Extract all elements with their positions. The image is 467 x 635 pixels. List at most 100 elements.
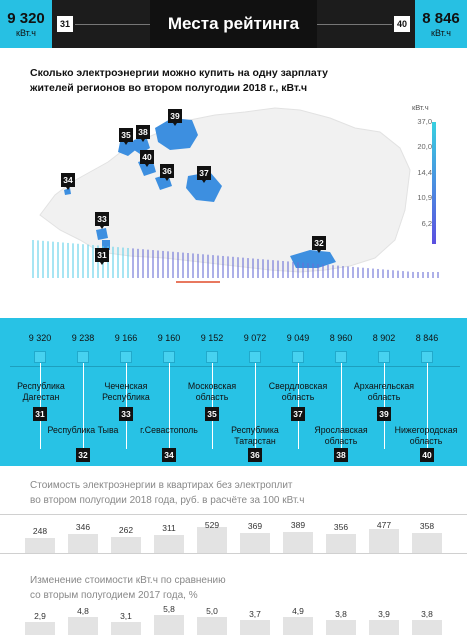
region-tick xyxy=(297,262,299,278)
rating-leader-line xyxy=(384,363,385,449)
map-pin: 40 xyxy=(140,150,154,167)
rating-band xyxy=(0,318,467,466)
change-bar xyxy=(240,620,270,635)
region-tick xyxy=(382,269,384,278)
cost-bar xyxy=(326,534,356,553)
right-unit: кВт.ч xyxy=(431,28,451,38)
left-rank: 31 xyxy=(57,16,73,32)
region-tick xyxy=(237,257,239,278)
region-tick xyxy=(352,266,354,278)
rating-marker xyxy=(34,351,46,363)
region-tick xyxy=(282,261,284,278)
region-tick xyxy=(117,247,119,278)
cost-value-label: 311 xyxy=(162,523,176,533)
right-value: 8 846 xyxy=(422,10,460,27)
cost-value-label: 346 xyxy=(75,522,91,532)
rating-band-axis xyxy=(10,366,460,367)
rating-header: 9 320 кВт.ч 31 Места рейтинга 40 8 846 к… xyxy=(0,0,467,48)
change-bar xyxy=(369,620,399,635)
change-value-label: 2,9 xyxy=(34,611,46,621)
region-tick xyxy=(252,258,254,278)
region-tick xyxy=(137,248,139,278)
map-pin: 35 xyxy=(119,128,133,145)
region-name: Республика Татарстан xyxy=(231,425,279,446)
region-tick xyxy=(227,256,229,278)
region-name: Республика Дагестан xyxy=(17,381,65,402)
rating-leader-line xyxy=(341,363,342,449)
page-title: Места рейтинга xyxy=(150,0,317,48)
region-tick xyxy=(292,261,294,278)
region-tick xyxy=(437,272,439,278)
cost-value-label: 262 xyxy=(118,525,134,535)
rating-value-label: 9 320 xyxy=(28,333,52,343)
cost-strip-top xyxy=(0,514,467,515)
map-pin: 33 xyxy=(95,212,109,229)
region-tick xyxy=(222,255,224,278)
rating-value-label: 9 166 xyxy=(114,333,138,343)
region-tick xyxy=(212,255,214,278)
region-tick xyxy=(347,266,349,278)
region-tick xyxy=(197,253,199,278)
change-value-label: 3,9 xyxy=(378,609,390,619)
rating-marker xyxy=(421,351,433,363)
legend-unit: кВт.ч xyxy=(412,103,429,112)
region-tick xyxy=(202,254,204,278)
region-tick xyxy=(72,243,74,278)
rank-box: 33 xyxy=(119,407,133,421)
change-value-label: 3,8 xyxy=(421,609,433,619)
region-tick xyxy=(262,259,264,278)
region-tick xyxy=(337,265,339,278)
cost-bar xyxy=(111,537,141,553)
cost-value-label: 248 xyxy=(32,526,48,536)
region-tick xyxy=(412,271,414,278)
map-pin: 37 xyxy=(197,166,211,183)
region-tick xyxy=(322,264,324,278)
region-name: Республика Тыва xyxy=(47,425,119,435)
region-tick xyxy=(417,272,419,278)
rating-leader-line xyxy=(169,363,170,449)
russia-map xyxy=(32,107,439,283)
region-tick xyxy=(397,270,399,278)
region-38-shape xyxy=(134,136,150,154)
rank-box: 35 xyxy=(205,407,219,421)
cost-bar-row: 248 346 262 311 529 369 389 356 477 358 xyxy=(0,520,467,553)
region-tick xyxy=(62,242,64,278)
region-tick xyxy=(257,258,259,278)
map-title-line1: Сколько электроэнергии можно купить на о… xyxy=(30,67,329,79)
change-section-title: Изменение стоимости кВт.ч по сравнению с… xyxy=(30,573,430,603)
region-name: г.Севастополь xyxy=(140,425,198,435)
region-tick xyxy=(342,266,344,278)
change-bar xyxy=(154,615,184,635)
change-bar xyxy=(326,620,356,635)
rating-value-label: 9 049 xyxy=(286,333,310,343)
legend-tick: 37,0 xyxy=(417,117,432,126)
rating-leader-line xyxy=(40,363,41,449)
rating-marker xyxy=(163,351,175,363)
header-divider-right xyxy=(317,24,392,25)
left-value: 9 320 xyxy=(7,10,45,27)
region-tick xyxy=(362,267,364,278)
rating-leader-line xyxy=(126,363,127,449)
cost-bar xyxy=(240,533,270,553)
left-unit: кВт.ч xyxy=(16,28,36,38)
change-value-label: 5,8 xyxy=(163,604,175,614)
map-pin: 36 xyxy=(160,164,174,181)
region-tick xyxy=(367,268,369,278)
change-value-label: 5,0 xyxy=(206,606,218,616)
region-tick xyxy=(427,272,429,278)
cost-bar xyxy=(68,534,98,553)
cost-title-line2: во втором полугодии 2018 года, руб. в ра… xyxy=(30,495,305,506)
region-tick xyxy=(122,247,124,278)
region-tick xyxy=(67,242,69,278)
region-tick xyxy=(377,268,379,278)
region-tick xyxy=(387,269,389,278)
change-value-label: 3,1 xyxy=(120,611,132,621)
rating-leader-line xyxy=(255,363,256,449)
rating-leader-line xyxy=(427,363,428,449)
region-name: Архангельская область xyxy=(353,381,415,402)
region-tick xyxy=(172,251,174,278)
rating-value-label: 9 152 xyxy=(200,333,224,343)
region-tick xyxy=(177,252,179,278)
region-tick xyxy=(277,260,279,278)
cost-value-label: 358 xyxy=(419,521,435,531)
